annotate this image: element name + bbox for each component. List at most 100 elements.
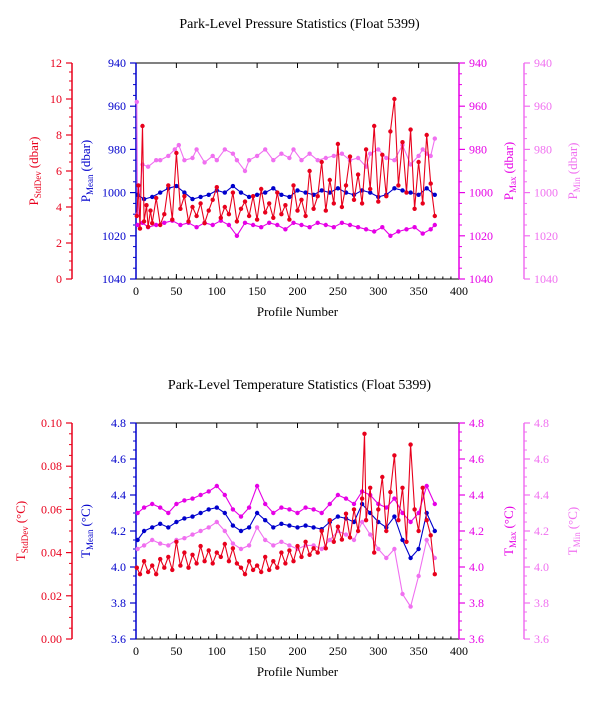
series-line [136, 101, 436, 215]
data-point [271, 215, 276, 220]
data-point [420, 201, 425, 206]
data-point [331, 539, 336, 544]
data-point [182, 516, 187, 521]
data-point [176, 142, 181, 148]
data-point [210, 222, 215, 228]
x-tick-label: 100 [208, 284, 226, 298]
data-point [295, 543, 300, 549]
data-point [150, 537, 155, 543]
data-point [279, 505, 284, 510]
data-point [234, 219, 240, 224]
chart-panel-0: Park-Level Pressure Statistics (Float 53… [26, 17, 582, 319]
data-point [368, 186, 373, 192]
data-point [359, 201, 365, 206]
data-point [206, 525, 211, 530]
y-tick-label: 10 [50, 92, 62, 106]
data-point [145, 164, 151, 169]
data-point [238, 546, 244, 552]
data-point [263, 147, 268, 152]
y-tick-label: 3.8 [534, 596, 549, 610]
data-point [263, 537, 268, 543]
x-tick-label: 350 [410, 644, 428, 658]
data-point [141, 505, 147, 510]
data-point [315, 550, 320, 555]
data-point [416, 192, 421, 197]
data-point [384, 194, 389, 199]
data-point [214, 483, 219, 489]
data-point [424, 132, 429, 138]
data-point [230, 546, 236, 551]
data-point [303, 523, 308, 528]
data-point [400, 510, 405, 516]
y-tick-label: 1020 [534, 229, 558, 243]
y-axis-label-main: P [78, 195, 93, 202]
data-point [174, 539, 179, 544]
data-point [230, 541, 236, 546]
y-tick-label: 4.6 [469, 452, 484, 466]
data-point [432, 501, 437, 507]
data-point [359, 496, 365, 501]
data-point [372, 229, 377, 234]
data-point [287, 217, 292, 222]
data-point [392, 453, 397, 458]
data-point [238, 206, 244, 211]
data-point [190, 155, 195, 161]
data-point [327, 518, 332, 523]
data-point [368, 532, 373, 537]
data-point [166, 543, 171, 548]
data-point [137, 572, 143, 577]
data-point [210, 561, 215, 566]
data-point [400, 485, 405, 490]
data-point [246, 543, 252, 548]
y-axis-label-main: P [565, 192, 580, 199]
data-point [267, 201, 272, 206]
data-point [327, 501, 332, 507]
y-tick-label: 4.2 [111, 524, 126, 538]
data-point [254, 483, 260, 489]
x-tick-label: 50 [170, 644, 182, 658]
y-axis-max: 940 960 980 1000 1020 1040 PMax (dbar) [458, 56, 518, 286]
data-point [259, 186, 264, 192]
series-min [134, 99, 437, 217]
data-point [400, 140, 405, 145]
data-point [343, 496, 349, 501]
data-point [432, 528, 437, 534]
data-point [206, 489, 211, 494]
y-tick-label: 1000 [469, 186, 493, 200]
y-axis-label-unit: (dbar) [501, 142, 516, 174]
data-point [158, 158, 163, 163]
data-point [267, 220, 272, 225]
data-point [319, 510, 324, 516]
data-point [250, 222, 256, 228]
data-point [234, 233, 240, 238]
data-point [238, 565, 244, 570]
data-point [311, 206, 316, 211]
data-point [162, 565, 167, 570]
data-point [424, 518, 429, 523]
y-tick-label: 1040 [102, 272, 126, 286]
data-point [307, 151, 312, 156]
data-point [254, 192, 260, 197]
data-point [238, 528, 244, 534]
data-point [182, 550, 187, 555]
data-point [372, 123, 377, 129]
x-tick-label: 350 [410, 284, 428, 298]
y-tick-label: 1020 [102, 229, 126, 243]
data-point [311, 546, 316, 551]
data-point [254, 525, 260, 530]
y-axis-label-sub: Min [572, 532, 582, 548]
y-axis-label-unit: (°C) [13, 501, 28, 524]
data-point [376, 546, 381, 552]
data-point [145, 569, 151, 575]
data-point [347, 154, 353, 159]
data-point [166, 183, 171, 188]
data-point [287, 523, 292, 528]
data-point [150, 525, 155, 530]
data-point [311, 525, 316, 530]
data-point [363, 518, 369, 523]
y-tick-label: 3.8 [469, 596, 484, 610]
data-point [287, 155, 292, 161]
y-axis-label: PMax (dbar) [501, 142, 518, 201]
y-axis-min: 3.6 3.8 4.0 4.2 4.4 4.6 4.8 TMin (°C) [523, 416, 582, 646]
y-tick-label: 4.2 [534, 524, 549, 538]
